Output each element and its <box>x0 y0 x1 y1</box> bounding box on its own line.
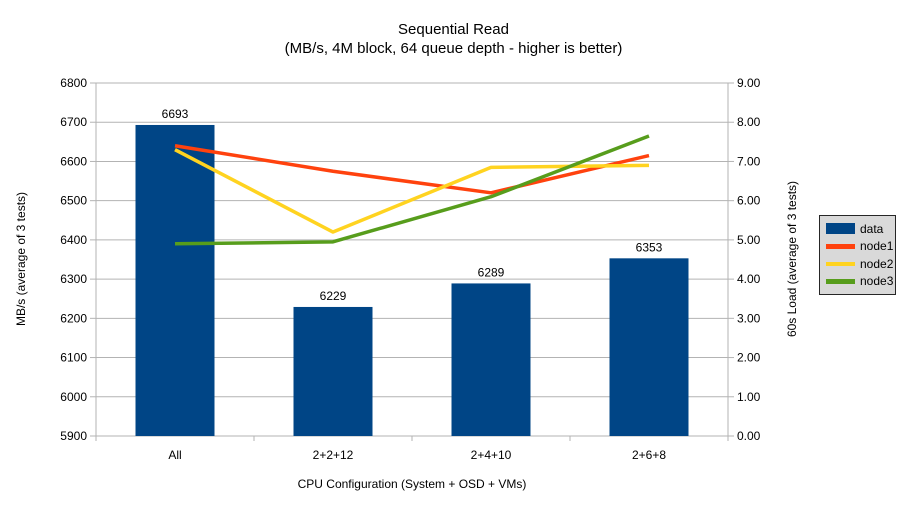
legend-label-node3: node3 <box>860 274 894 289</box>
chart-title: Sequential Read <box>398 21 509 38</box>
y-right-tick-label: 1.00 <box>737 390 761 404</box>
line-node1 <box>174 144 650 195</box>
x-category-label: 2+4+10 <box>471 448 512 462</box>
y-right-tick-label: 9.00 <box>737 76 761 90</box>
legend-swatch-node2 <box>826 261 855 266</box>
legend-item-node3: node3 <box>826 274 895 288</box>
legend-item-node2: node2 <box>826 257 895 271</box>
y-right-tick-label: 8.00 <box>737 115 761 129</box>
bar <box>451 283 531 436</box>
y-right-tick-label: 6.00 <box>737 194 761 208</box>
legend-item-node1: node1 <box>826 239 895 253</box>
x-category-label: 2+2+12 <box>313 448 354 462</box>
legend-label-node2: node2 <box>860 256 894 271</box>
y-right-tick-label: 0.00 <box>737 429 761 443</box>
y-left-tick-label: 6400 <box>60 233 87 247</box>
bar <box>293 306 373 436</box>
y-left-tick-label: 6600 <box>60 154 87 168</box>
y-left-tick-label: 6000 <box>60 390 87 404</box>
bar-value-label: 6693 <box>162 107 189 121</box>
legend-item-data: data <box>826 222 895 236</box>
legend-label-data: data <box>860 221 884 236</box>
y-right-tick-label: 3.00 <box>737 311 761 325</box>
legend-swatch-node1 <box>826 244 855 249</box>
y-right-tick-label: 4.00 <box>737 272 761 286</box>
y-left-tick-label: 6300 <box>60 272 87 286</box>
bar-value-label: 6289 <box>478 265 505 279</box>
legend-swatch-data <box>826 223 855 235</box>
x-category-label: 2+6+8 <box>632 448 666 462</box>
y-right-tick-label: 2.00 <box>737 351 761 365</box>
line-node3 <box>174 134 650 246</box>
bar <box>609 258 689 436</box>
y-left-tick-label: 6200 <box>60 311 87 325</box>
legend-swatch-node3 <box>826 279 855 284</box>
legend-label-node1: node1 <box>860 239 894 254</box>
y-right-tick-label: 7.00 <box>737 154 761 168</box>
legend: data node1 node2 node3 <box>819 215 896 295</box>
chart-subtitle: (MB/s, 4M block, 64 queue depth - higher… <box>284 40 623 57</box>
x-category-label: All <box>168 448 181 462</box>
y-left-tick-label: 6800 <box>60 76 87 90</box>
y-left-tick-label: 6500 <box>60 194 87 208</box>
y-right-tick-label: 5.00 <box>737 233 761 247</box>
bar <box>135 124 215 437</box>
y-left-tick-label: 6700 <box>60 115 87 129</box>
bar-value-label: 6353 <box>636 240 663 254</box>
y-left-tick-label: 6100 <box>60 351 87 365</box>
bar-value-label: 6229 <box>320 289 347 303</box>
y-left-tick-label: 5900 <box>60 429 87 443</box>
x-axis-title: CPU Configuration (System + OSD + VMs) <box>297 477 527 491</box>
